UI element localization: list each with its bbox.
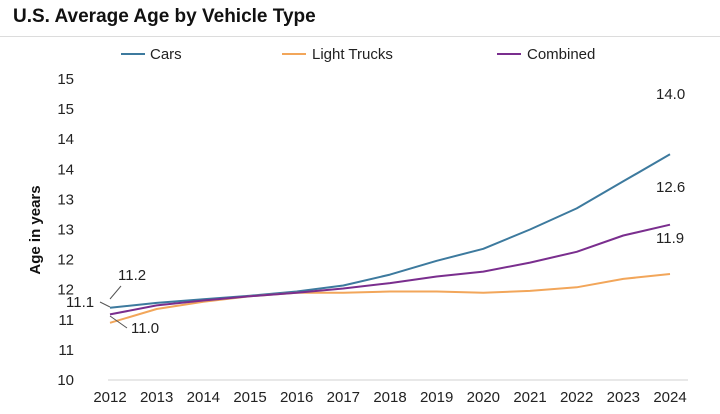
annotation-leader-cars-start (109, 285, 122, 300)
chart-title: U.S. Average Age by Vehicle Type (13, 6, 316, 27)
x-tick-labels: 2012 2013 2014 2015 2016 2017 2018 2019 2020 2021… (93, 389, 686, 406)
y-axis-label: Age in years (27, 185, 44, 274)
x-tick-label: 2018 (373, 389, 406, 406)
annotation-leader-trucks-start (109, 315, 128, 329)
x-tick-label: 2015 (233, 389, 266, 406)
title-divider (0, 36, 720, 37)
x-tick-label: 2014 (187, 389, 220, 406)
y-tick-label: 13 (57, 222, 74, 239)
x-tick-label: 2024 (653, 389, 686, 406)
y-tick-label: 11 (58, 342, 74, 359)
y-tick-label: 14 (57, 131, 74, 148)
x-tick-label: 2013 (140, 389, 173, 406)
annotation-leader-combined-start (99, 301, 111, 308)
annotation-cars-start: 11.2 (118, 267, 146, 284)
y-tick-label: 14 (57, 161, 74, 178)
x-tick-label: 2016 (280, 389, 313, 406)
series-line-combined (109, 223, 671, 316)
annotation-trucks-start: 11.0 (131, 320, 159, 337)
x-tick-label: 2017 (327, 389, 360, 406)
series-line-cars (109, 153, 671, 309)
annotation-combined-end: 12.6 (656, 179, 685, 196)
legend-label-light-trucks: Light Trucks (312, 46, 393, 63)
series-line-light-trucks (109, 273, 671, 324)
legend-label-combined: Combined (527, 46, 595, 63)
legend: Cars Light Trucks Combined (121, 46, 595, 63)
annotation-combined-start: 11.1 (66, 294, 94, 311)
y-tick-label: 15 (57, 101, 74, 118)
y-tick-labels: 10 11 11 12 12 13 13 14 14 15 15 (57, 71, 74, 389)
series-lines (109, 153, 671, 324)
legend-label-cars: Cars (150, 46, 182, 63)
x-tick-label: 2019 (420, 389, 453, 406)
y-tick-label: 13 (57, 191, 74, 208)
x-tick-label: 2022 (560, 389, 593, 406)
x-tick-label: 2023 (607, 389, 640, 406)
y-tick-label: 10 (57, 372, 74, 389)
x-tick-label: 2012 (93, 389, 126, 406)
x-tick-label: 2020 (467, 389, 500, 406)
y-tick-label: 15 (57, 71, 74, 88)
y-tick-label: 12 (57, 282, 74, 299)
annotation-trucks-end: 11.9 (656, 230, 684, 247)
x-tick-label: 2021 (513, 389, 546, 406)
annotation-cars-end: 14.0 (656, 86, 685, 103)
annotations: 11.2 11.1 11.0 14.0 12.6 11.9 (66, 86, 685, 337)
y-tick-label: 11 (58, 312, 74, 329)
y-tick-label: 12 (57, 252, 74, 269)
